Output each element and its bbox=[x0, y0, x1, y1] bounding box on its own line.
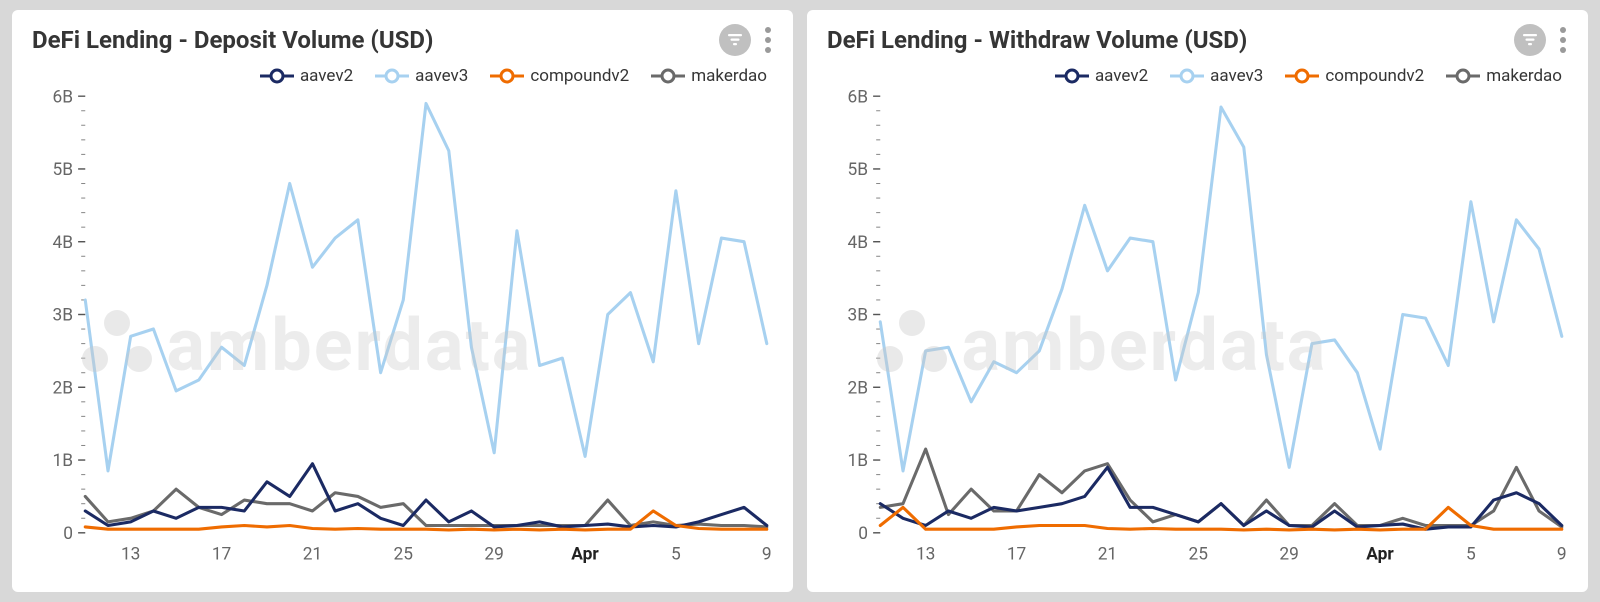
legend-label: aavev3 bbox=[1210, 66, 1263, 86]
legend-label: aavev2 bbox=[1095, 66, 1148, 86]
svg-text:0: 0 bbox=[63, 524, 73, 544]
legend-marker bbox=[260, 68, 294, 84]
legend-item-aavev2[interactable]: aavev2 bbox=[1055, 66, 1148, 86]
svg-text:6B: 6B bbox=[847, 90, 868, 107]
legend-marker bbox=[1170, 68, 1204, 84]
svg-text:13: 13 bbox=[121, 545, 140, 565]
menu-button[interactable] bbox=[1554, 27, 1572, 53]
legend-marker bbox=[490, 68, 524, 84]
legend-item-aavev3[interactable]: aavev3 bbox=[375, 66, 468, 86]
svg-text:2B: 2B bbox=[52, 378, 73, 398]
svg-text:3B: 3B bbox=[847, 306, 868, 326]
panel-title: DeFi Lending - Deposit Volume (USD) bbox=[32, 26, 711, 54]
legend-label: aavev3 bbox=[415, 66, 468, 86]
legend: aavev2 aavev3 compoundv2 makerdao bbox=[22, 56, 777, 90]
svg-text:17: 17 bbox=[212, 545, 232, 565]
svg-text:25: 25 bbox=[394, 545, 414, 565]
legend-marker bbox=[651, 68, 685, 84]
svg-text:13: 13 bbox=[916, 545, 935, 565]
svg-text:9: 9 bbox=[762, 545, 772, 565]
svg-text:6B: 6B bbox=[52, 90, 73, 107]
svg-text:3B: 3B bbox=[52, 306, 73, 326]
legend-item-aavev3[interactable]: aavev3 bbox=[1170, 66, 1263, 86]
svg-text:9: 9 bbox=[1557, 545, 1567, 565]
svg-text:21: 21 bbox=[1098, 545, 1117, 565]
legend: aavev2 aavev3 compoundv2 makerdao bbox=[817, 56, 1572, 90]
menu-button[interactable] bbox=[759, 27, 777, 53]
svg-text:2B: 2B bbox=[847, 378, 868, 398]
filter-button[interactable] bbox=[719, 24, 751, 56]
panels-container: DeFi Lending - Deposit Volume (USD) aave… bbox=[0, 0, 1600, 602]
panel-header: DeFi Lending - Deposit Volume (USD) bbox=[22, 24, 777, 56]
svg-text:Apr: Apr bbox=[1366, 545, 1394, 565]
filter-button[interactable] bbox=[1514, 24, 1546, 56]
legend-marker bbox=[375, 68, 409, 84]
svg-text:0: 0 bbox=[858, 524, 868, 544]
legend-item-compoundv2[interactable]: compoundv2 bbox=[1285, 66, 1424, 86]
legend-label: makerdao bbox=[1486, 66, 1562, 86]
svg-text:5: 5 bbox=[1466, 545, 1476, 565]
svg-text:5B: 5B bbox=[847, 160, 868, 180]
panel-deposit: DeFi Lending - Deposit Volume (USD) aave… bbox=[12, 10, 793, 592]
legend-item-aavev2[interactable]: aavev2 bbox=[260, 66, 353, 86]
legend-item-compoundv2[interactable]: compoundv2 bbox=[490, 66, 629, 86]
legend-item-makerdao[interactable]: makerdao bbox=[651, 66, 767, 86]
legend-item-makerdao[interactable]: makerdao bbox=[1446, 66, 1562, 86]
svg-text:1B: 1B bbox=[847, 451, 868, 471]
svg-text:21: 21 bbox=[303, 545, 322, 565]
svg-text:Apr: Apr bbox=[571, 545, 599, 565]
legend-label: compoundv2 bbox=[1325, 66, 1424, 86]
panel-title: DeFi Lending - Withdraw Volume (USD) bbox=[827, 26, 1506, 54]
svg-text:29: 29 bbox=[484, 545, 503, 565]
legend-label: compoundv2 bbox=[530, 66, 629, 86]
panel-header: DeFi Lending - Withdraw Volume (USD) bbox=[817, 24, 1572, 56]
chart-area: amberdata 01B2B3B4B5B6B1317212529Apr59 bbox=[22, 90, 777, 574]
panel-withdraw: DeFi Lending - Withdraw Volume (USD) aav… bbox=[807, 10, 1588, 592]
legend-marker bbox=[1055, 68, 1089, 84]
svg-text:5B: 5B bbox=[52, 160, 73, 180]
legend-marker bbox=[1285, 68, 1319, 84]
svg-text:5: 5 bbox=[671, 545, 681, 565]
svg-text:1B: 1B bbox=[52, 451, 73, 471]
legend-marker bbox=[1446, 68, 1480, 84]
svg-text:4B: 4B bbox=[847, 233, 868, 253]
chart-area: amberdata 01B2B3B4B5B6B1317212529Apr59 bbox=[817, 90, 1572, 574]
svg-text:4B: 4B bbox=[52, 233, 73, 253]
legend-label: makerdao bbox=[691, 66, 767, 86]
svg-text:29: 29 bbox=[1279, 545, 1298, 565]
svg-text:25: 25 bbox=[1189, 545, 1209, 565]
legend-label: aavev2 bbox=[300, 66, 353, 86]
svg-text:17: 17 bbox=[1007, 545, 1027, 565]
